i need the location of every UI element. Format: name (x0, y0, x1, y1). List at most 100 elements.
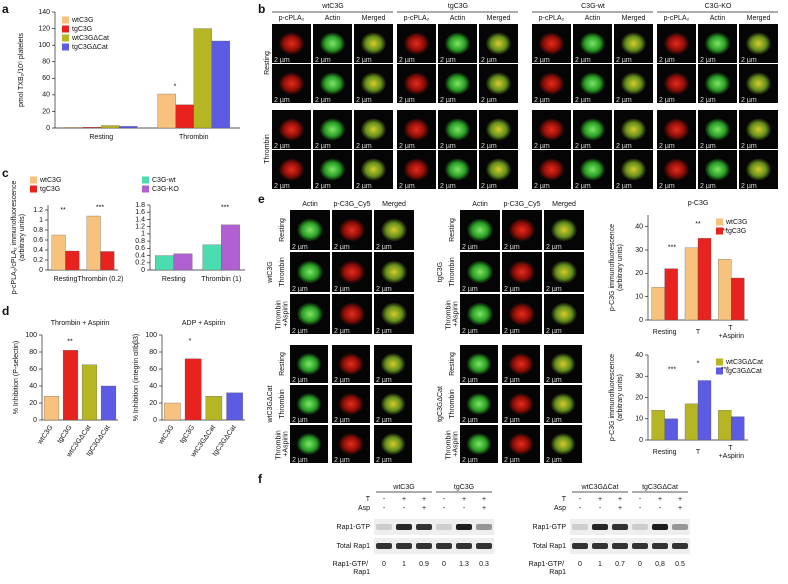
x-tick-label: Resting (653, 449, 677, 456)
blot-band (572, 524, 588, 530)
blot-band (436, 543, 452, 549)
cell-signal (338, 260, 366, 284)
legend-label: tgC3GΔCat (72, 44, 108, 51)
scale-bar-label: 2 µm (440, 143, 456, 150)
cell-signal (466, 218, 494, 242)
y-tick-label: 0.4 (33, 247, 43, 254)
column-label: Actin (450, 15, 466, 22)
scale-bar-label: 2 µm (274, 183, 290, 190)
y-tick-label: 10 (635, 416, 643, 423)
row-label: Thrombin (449, 257, 456, 287)
treatment-sign: + (482, 496, 486, 503)
cell-signal (538, 32, 565, 55)
cell-signal (278, 72, 305, 95)
ratio-value: 1 (402, 561, 406, 568)
ratio-value: 0.5 (675, 561, 685, 568)
scale-bar-label: 2 µm (462, 457, 478, 464)
treatment-sign: - (443, 496, 446, 503)
column-label: p-cPLA₂ (664, 15, 690, 22)
significance: ** (722, 228, 728, 235)
scale-bar-label: 2 µm (399, 143, 415, 150)
group-label: tgC3G (448, 3, 468, 10)
bar (173, 253, 193, 271)
y-tick-label: 0.2 (33, 257, 43, 264)
legend-label: wtC3G (39, 177, 61, 184)
bar (86, 215, 101, 271)
scale-bar-label: 2 µm (575, 97, 591, 104)
y-tick-label: 40 (149, 383, 157, 390)
cell-signal (319, 158, 346, 181)
column-label: Actin (325, 15, 341, 22)
scale-bar-label: 2 µm (659, 97, 675, 104)
chart-title: p-C3G (688, 200, 709, 207)
cell-signal (380, 352, 406, 376)
cell-signal (620, 32, 647, 55)
scale-bar-label: 2 µm (376, 377, 392, 384)
cell-signal (338, 302, 366, 326)
blot-band (476, 524, 492, 530)
scale-bar-label: 2 µm (616, 143, 632, 150)
scale-bar-label: 2 µm (462, 244, 478, 251)
treatment-sign: + (462, 496, 466, 503)
scale-bar-label: 2 µm (440, 183, 456, 190)
legend-label: tgC3G (72, 26, 92, 33)
treatment-sign: - (443, 505, 446, 512)
blot-strip (570, 519, 690, 535)
blot-band (592, 543, 608, 549)
cell-signal (550, 218, 578, 242)
group-label: C3G-KO (705, 3, 732, 10)
scale-bar-label: 2 µm (616, 57, 632, 64)
scale-bar-label: 2 µm (700, 97, 716, 104)
group-label: wtC3GΔCat (267, 385, 274, 423)
y-axis-label: (arbitrary units) (19, 214, 26, 261)
y-axis-label: % Inhibition (integrin αIIbβ3) (133, 334, 140, 421)
y-tick-label: 1.4 (135, 216, 145, 223)
cell-signal (579, 32, 606, 55)
bar (65, 250, 80, 271)
y-tick-label: 30 (635, 247, 643, 254)
blot-band (612, 524, 628, 530)
y-axis-label: % Inhibition (P-selectin) (13, 341, 20, 415)
cell-signal (745, 32, 772, 55)
y-tick-label: 60 (29, 366, 37, 373)
scale-bar-label: 2 µm (292, 377, 308, 384)
legend-swatch (716, 367, 723, 375)
column-label: Merged (382, 201, 406, 208)
cell-signal (360, 118, 387, 141)
scale-bar-label: 2 µm (440, 97, 456, 104)
cell-signal (444, 32, 471, 55)
cell-signal (278, 32, 305, 55)
x-tick-label: wtC3G (157, 424, 176, 446)
y-axis-label: (arbitrary units) (617, 244, 624, 291)
legend-swatch (62, 34, 69, 42)
y-tick-label: 40 (635, 352, 643, 359)
treatment-sign: - (463, 505, 466, 512)
cell-signal (319, 72, 346, 95)
scale-bar-label: 2 µm (534, 97, 550, 104)
blot-group-label: tgC3G (454, 484, 474, 491)
cell-signal (550, 432, 576, 456)
legend-swatch (30, 185, 37, 193)
band-label: Rap1-GTP (337, 524, 371, 531)
blot-band (652, 543, 668, 549)
scale-bar-label: 2 µm (440, 57, 456, 64)
row-label: Resting (449, 352, 456, 376)
cell-signal (704, 118, 731, 141)
legend-swatch (30, 176, 37, 184)
y-tick-label: 0.6 (135, 245, 145, 252)
cell-signal (508, 352, 534, 376)
scale-bar-label: 2 µm (575, 143, 591, 150)
x-tick-label: Thrombin (1) (201, 276, 241, 283)
cell-signal (444, 118, 471, 141)
group-label: wtC3G (267, 261, 274, 283)
blot-group-label: wtC3GΔCat (581, 484, 619, 491)
scale-bar-label: 2 µm (504, 328, 520, 335)
column-label: Merged (362, 15, 386, 22)
scale-bar-label: 2 µm (315, 143, 331, 150)
blot-band (376, 543, 392, 549)
chart-title: Thrombin + Aspirin (51, 320, 110, 327)
scale-bar-label: 2 µm (292, 244, 308, 251)
legend-swatch (142, 176, 149, 184)
treatment-sign: + (422, 496, 426, 503)
treatment-sign: + (618, 505, 622, 512)
